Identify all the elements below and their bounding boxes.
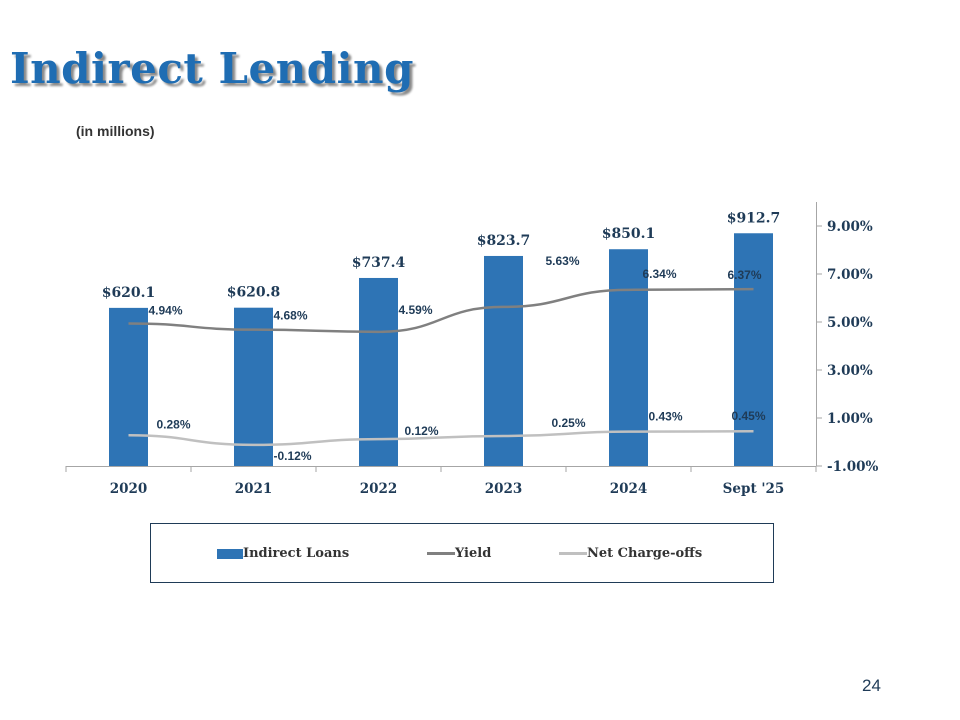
bar-value-label: $620.8 xyxy=(227,285,281,301)
y-tick-label: 3.00% xyxy=(827,363,873,379)
y-tick-label: 7.00% xyxy=(827,267,873,283)
chargeoff-data-label: 0.45% xyxy=(732,409,766,423)
units-subtitle: (in millions) xyxy=(76,123,155,139)
yield-data-label: 5.63% xyxy=(546,254,580,268)
yield-data-label: 6.37% xyxy=(728,268,762,282)
yield-line xyxy=(128,287,754,334)
page-title: Indirect Lending xyxy=(10,44,414,93)
bar xyxy=(734,233,773,466)
bar-value-label: $620.1 xyxy=(102,285,156,301)
chargeoff-data-label: 0.43% xyxy=(649,410,683,424)
x-tick-label: 2022 xyxy=(360,481,398,497)
legend-item-indirect-loans: Indirect Loans xyxy=(217,546,349,561)
legend-item-yield: Yield xyxy=(427,546,491,561)
legend-item-net-charge-offs: Net Charge-offs xyxy=(559,546,702,561)
x-tick-label: 2024 xyxy=(610,481,648,497)
bar xyxy=(109,307,148,466)
yield-data-label: 4.59% xyxy=(399,303,433,317)
chargeoff-data-label: -0.12% xyxy=(274,449,312,463)
combo-chart: $620.1 $620.8 $737.4 $823.7 $850.1 $912.7 2020… xyxy=(65,202,878,497)
yield-data-label: 4.68% xyxy=(274,309,308,323)
y-tick-label: 9.00% xyxy=(827,219,873,235)
bar-value-label: $823.7 xyxy=(477,233,531,249)
chargeoff-data-label: 0.25% xyxy=(552,416,586,430)
bar xyxy=(234,307,273,466)
legend-swatch-line xyxy=(559,552,587,555)
bar-value-label: $912.7 xyxy=(727,210,781,226)
bar-value-label: $850.1 xyxy=(602,226,656,242)
chargeoff-data-label: 0.28% xyxy=(157,417,191,431)
y-tick-label: -1.00% xyxy=(827,459,878,475)
legend-label: Net Charge-offs xyxy=(587,546,703,561)
net-chargeoffs-line xyxy=(128,429,754,447)
bar xyxy=(359,277,398,466)
x-tick-label: 2020 xyxy=(110,481,148,497)
legend-label: Indirect Loans xyxy=(243,546,350,561)
x-tick-label: 2023 xyxy=(485,481,523,497)
bar xyxy=(609,249,648,466)
y-tick-label: 5.00% xyxy=(827,315,873,331)
yield-data-label: 6.34% xyxy=(643,267,677,281)
chargeoff-data-label: 0.12% xyxy=(405,424,439,438)
bar xyxy=(484,255,523,466)
yield-data-label: 4.94% xyxy=(149,303,183,317)
page-number: 24 xyxy=(862,676,881,695)
x-tick-label: 2021 xyxy=(235,481,273,497)
legend-swatch-line xyxy=(427,552,455,555)
legend-swatch-bar xyxy=(217,548,243,559)
x-tick-label: Sept '25 xyxy=(723,481,785,497)
bar-value-label: $737.4 xyxy=(352,255,406,271)
y-tick-label: 1.00% xyxy=(827,411,873,427)
chart-legend: Indirect Loans Yield Net Charge-offs xyxy=(150,523,774,583)
legend-label: Yield xyxy=(455,546,492,561)
